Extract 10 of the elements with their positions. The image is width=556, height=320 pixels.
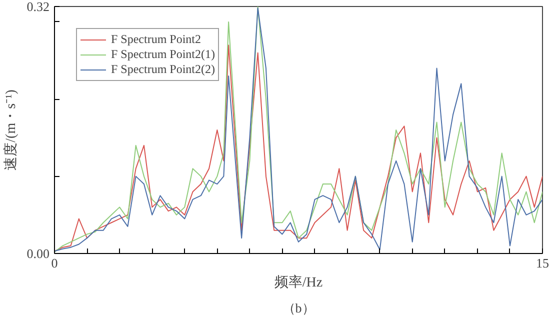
x-axis-title: 频率/Hz [274, 274, 323, 290]
y-tick-label: 0.00 [26, 246, 50, 261]
legend-label: F Spectrum Point2 [111, 32, 202, 47]
x-tick-label: 15 [536, 256, 549, 270]
y-axis-title: 速度/(m・s⁻¹) [2, 89, 19, 170]
y-tick-label: 0.32 [26, 0, 50, 14]
text: （b） [282, 300, 315, 316]
legend-label: F Spectrum Point2(1) [111, 47, 215, 62]
legend-label: F Spectrum Point2(2) [111, 62, 215, 77]
x-tick-label: 0 [51, 256, 58, 270]
